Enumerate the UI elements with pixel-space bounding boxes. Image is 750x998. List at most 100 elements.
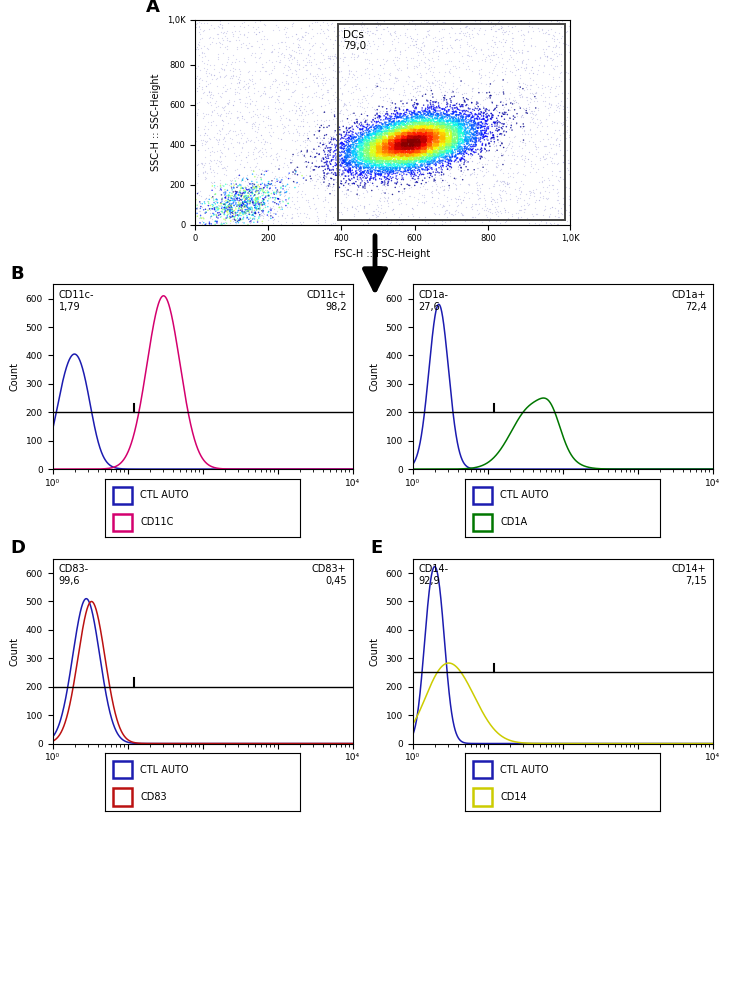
- Point: [428, 145, 440, 161]
- Point: [408, 115, 420, 131]
- Point: [262, 100, 274, 116]
- Point: [408, 73, 420, 89]
- Point: [356, 156, 368, 172]
- Point: [443, 149, 455, 165]
- Point: [388, 139, 400, 155]
- Point: [370, 138, 382, 154]
- Point: [424, 151, 436, 167]
- Point: [388, 127, 400, 143]
- Point: [397, 128, 409, 144]
- Point: [373, 158, 385, 174]
- Point: [427, 129, 439, 145]
- Point: [472, 120, 484, 136]
- Point: [504, 191, 516, 207]
- Point: [396, 159, 408, 175]
- Point: [449, 100, 461, 116]
- Point: [189, 211, 201, 227]
- Point: [398, 104, 410, 120]
- Point: [413, 143, 425, 159]
- Point: [436, 153, 448, 169]
- Point: [440, 132, 452, 148]
- Point: [276, 209, 288, 225]
- Point: [359, 132, 371, 148]
- Point: [392, 131, 404, 147]
- Point: [374, 129, 386, 145]
- Point: [396, 168, 408, 184]
- Point: [244, 182, 256, 198]
- Point: [441, 133, 453, 149]
- Point: [527, 65, 539, 81]
- Point: [404, 114, 416, 130]
- Point: [513, 75, 525, 91]
- Point: [219, 202, 231, 218]
- Point: [287, 165, 299, 181]
- Point: [421, 168, 433, 184]
- Point: [447, 115, 459, 131]
- Point: [459, 145, 471, 161]
- Point: [344, 147, 355, 163]
- Point: [378, 121, 390, 137]
- Point: [425, 124, 437, 140]
- Point: [366, 148, 378, 164]
- Point: [335, 22, 347, 38]
- Point: [381, 164, 393, 180]
- Point: [412, 116, 424, 132]
- Point: [368, 140, 380, 156]
- Point: [278, 118, 290, 134]
- Point: [445, 137, 457, 153]
- Point: [402, 145, 414, 161]
- Point: [411, 134, 423, 150]
- Point: [431, 143, 443, 159]
- Point: [368, 156, 380, 172]
- Point: [419, 142, 430, 158]
- Point: [449, 32, 461, 48]
- Point: [194, 215, 206, 231]
- Point: [398, 123, 410, 139]
- Point: [399, 124, 411, 140]
- Point: [397, 135, 409, 151]
- Point: [399, 154, 411, 170]
- Point: [346, 144, 358, 160]
- Point: [393, 152, 405, 168]
- Point: [430, 121, 442, 137]
- Point: [304, 54, 316, 70]
- Point: [354, 147, 366, 163]
- Point: [416, 145, 428, 161]
- Point: [454, 117, 466, 133]
- Point: [433, 134, 445, 150]
- Point: [382, 152, 394, 168]
- Point: [388, 138, 400, 154]
- Point: [435, 138, 447, 154]
- Point: [449, 32, 461, 48]
- Point: [268, 41, 280, 57]
- Point: [386, 144, 398, 160]
- Point: [311, 205, 323, 221]
- Point: [442, 137, 454, 153]
- Point: [419, 128, 431, 144]
- Point: [476, 115, 488, 131]
- Point: [353, 160, 365, 176]
- Point: [400, 158, 412, 174]
- Point: [422, 137, 434, 153]
- Point: [483, 143, 495, 159]
- Point: [378, 154, 390, 170]
- Point: [411, 159, 423, 175]
- Point: [427, 116, 439, 132]
- Point: [430, 134, 442, 150]
- Point: [390, 149, 402, 165]
- Point: [343, 168, 355, 184]
- Point: [322, 139, 334, 155]
- Point: [413, 124, 425, 140]
- Point: [472, 120, 484, 136]
- Point: [355, 161, 367, 177]
- Point: [408, 136, 420, 152]
- Point: [388, 146, 400, 162]
- Point: [532, 62, 544, 78]
- Point: [426, 132, 438, 148]
- Point: [407, 120, 419, 136]
- Point: [466, 129, 478, 145]
- Point: [361, 128, 373, 144]
- Point: [207, 113, 219, 129]
- Point: [409, 145, 421, 161]
- Point: [436, 117, 448, 133]
